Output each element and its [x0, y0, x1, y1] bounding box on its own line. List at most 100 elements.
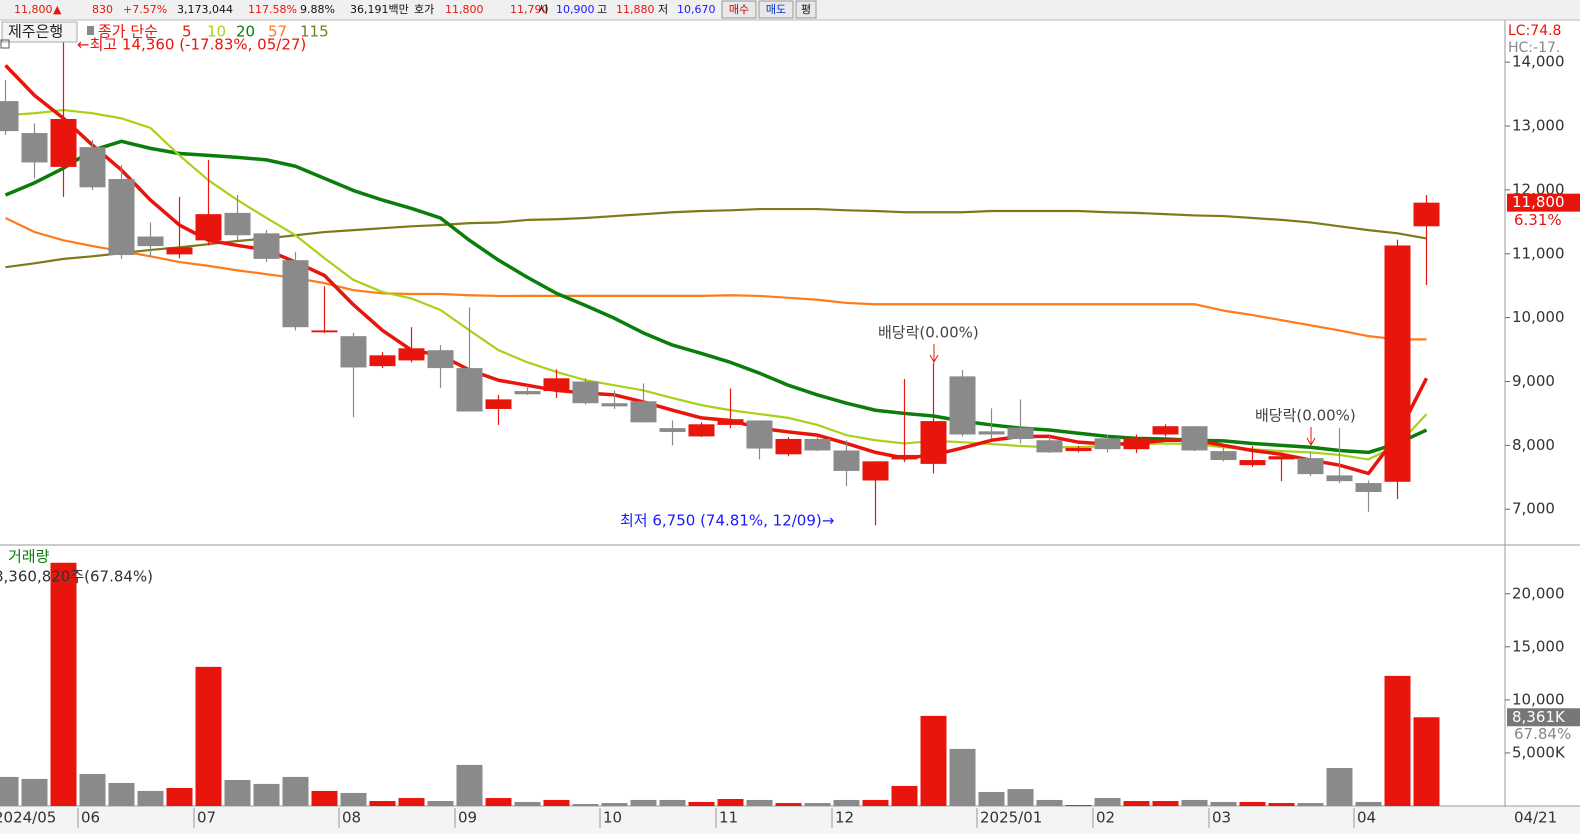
x-tick-label: 08	[342, 809, 361, 827]
current-volume-label: 8,361K	[1512, 708, 1566, 726]
stock-name-box[interactable]	[1, 21, 78, 43]
candle-body	[224, 212, 251, 236]
y-tick-label: 7,000	[1512, 500, 1555, 518]
candle-body	[862, 461, 889, 481]
candle-body	[572, 381, 599, 404]
candle-body	[108, 179, 135, 256]
candle-body	[659, 428, 686, 432]
volume-bar	[1326, 768, 1353, 806]
y-tick-label: 8,000	[1512, 436, 1555, 454]
legend-entry: 5	[182, 23, 192, 41]
volume-bar	[456, 764, 483, 806]
price: 11,800	[14, 3, 53, 16]
candle-body	[1181, 426, 1208, 451]
volume-bar	[717, 798, 744, 806]
y-tick-label: 13,000	[1512, 117, 1565, 135]
candle-body	[1210, 451, 1237, 461]
y-tick-label: 11,000	[1512, 244, 1565, 262]
candle-body	[79, 147, 106, 188]
candle-body	[456, 368, 483, 412]
change: 830	[92, 3, 113, 16]
candle-body	[21, 133, 48, 163]
volume-bar	[282, 776, 309, 806]
candle-body	[891, 454, 918, 460]
volume-bar	[1181, 799, 1208, 806]
volume-bar	[543, 799, 570, 806]
volume-bar	[398, 798, 425, 806]
candle-body	[195, 214, 222, 241]
volume-bar	[137, 790, 164, 806]
volume-bar	[804, 803, 831, 806]
volume-bar	[1210, 801, 1237, 806]
moving-average-line	[4, 64, 1429, 476]
volume-bar	[1297, 803, 1324, 806]
volume: 3,173,044	[177, 3, 233, 16]
volume-bar	[1384, 675, 1411, 806]
candle-body	[804, 438, 831, 451]
volume-bar	[1123, 801, 1150, 806]
volume-bar	[659, 799, 686, 806]
candle-body	[427, 350, 454, 369]
moving-average-line	[5, 217, 1427, 341]
open-label: 시	[538, 3, 548, 16]
candle-body	[543, 378, 570, 392]
legend-entry: 10	[207, 23, 226, 41]
volume-subtitle: 8,360,820주(67.84%)	[0, 568, 153, 586]
quote-label: 호가	[414, 3, 434, 16]
candle-body	[1384, 245, 1411, 482]
candle-body	[1152, 426, 1179, 435]
arrow: ▲	[53, 3, 62, 16]
moving-average-line	[5, 108, 1428, 461]
current-volume-change: 67.84%	[1514, 725, 1571, 743]
volume-bar	[108, 782, 135, 806]
y-tick-label: 9,000	[1512, 372, 1555, 390]
volume-bar	[79, 773, 106, 806]
current-change-label: 6.31%	[1514, 211, 1562, 229]
sell-label[interactable]: 매도	[766, 3, 786, 16]
volume-bar	[688, 801, 715, 806]
volume-bar	[1355, 801, 1382, 806]
high-annotation: ←최고 14,360 (-17.83%, 05/27)	[77, 36, 306, 54]
volume-bar	[572, 803, 599, 806]
candle-body	[717, 419, 744, 425]
low-label: 저	[658, 3, 668, 16]
avg-button[interactable]	[795, 0, 817, 19]
candle-body	[282, 260, 309, 328]
candle-body	[1268, 456, 1295, 460]
volume-bar	[949, 748, 976, 806]
candle-body	[920, 421, 947, 464]
icon[interactable]	[0, 39, 10, 49]
candle-body	[311, 330, 338, 333]
volume-bar	[630, 799, 657, 806]
amount: 36,191백만	[350, 3, 409, 16]
candle-body	[1239, 460, 1266, 466]
candle-body	[1326, 475, 1353, 482]
candle-body	[137, 236, 164, 247]
candle-body	[253, 233, 280, 259]
volume-bar	[833, 799, 860, 806]
volume-bar	[224, 780, 251, 806]
stock-name[interactable]: 제주은행	[8, 23, 63, 41]
x-tick-label: 12	[835, 809, 854, 827]
volume-bar	[1065, 805, 1092, 806]
candle-body	[775, 438, 802, 455]
x-axis-strip	[0, 807, 1580, 834]
volume-bar	[340, 792, 367, 806]
candle-body	[949, 376, 976, 435]
avg-label[interactable]: 평	[801, 3, 811, 16]
high-label: 고	[597, 3, 607, 16]
x-tick-label: 06	[81, 809, 100, 827]
current-price-box	[1507, 193, 1580, 212]
sell-button[interactable]	[758, 0, 794, 19]
buy-label[interactable]: 매수	[729, 3, 749, 16]
buy-button[interactable]	[721, 0, 757, 19]
moving-average-line	[5, 207, 1427, 269]
legend-entry: 20	[236, 23, 255, 41]
low-annotation: 최저 6,750 (74.81%, 12/09)→	[620, 512, 834, 530]
candle-body	[833, 450, 860, 471]
volume-bar	[485, 798, 512, 806]
candle-body	[1297, 458, 1324, 475]
icon[interactable]	[87, 26, 94, 35]
x-tick-label: 11	[719, 809, 738, 827]
